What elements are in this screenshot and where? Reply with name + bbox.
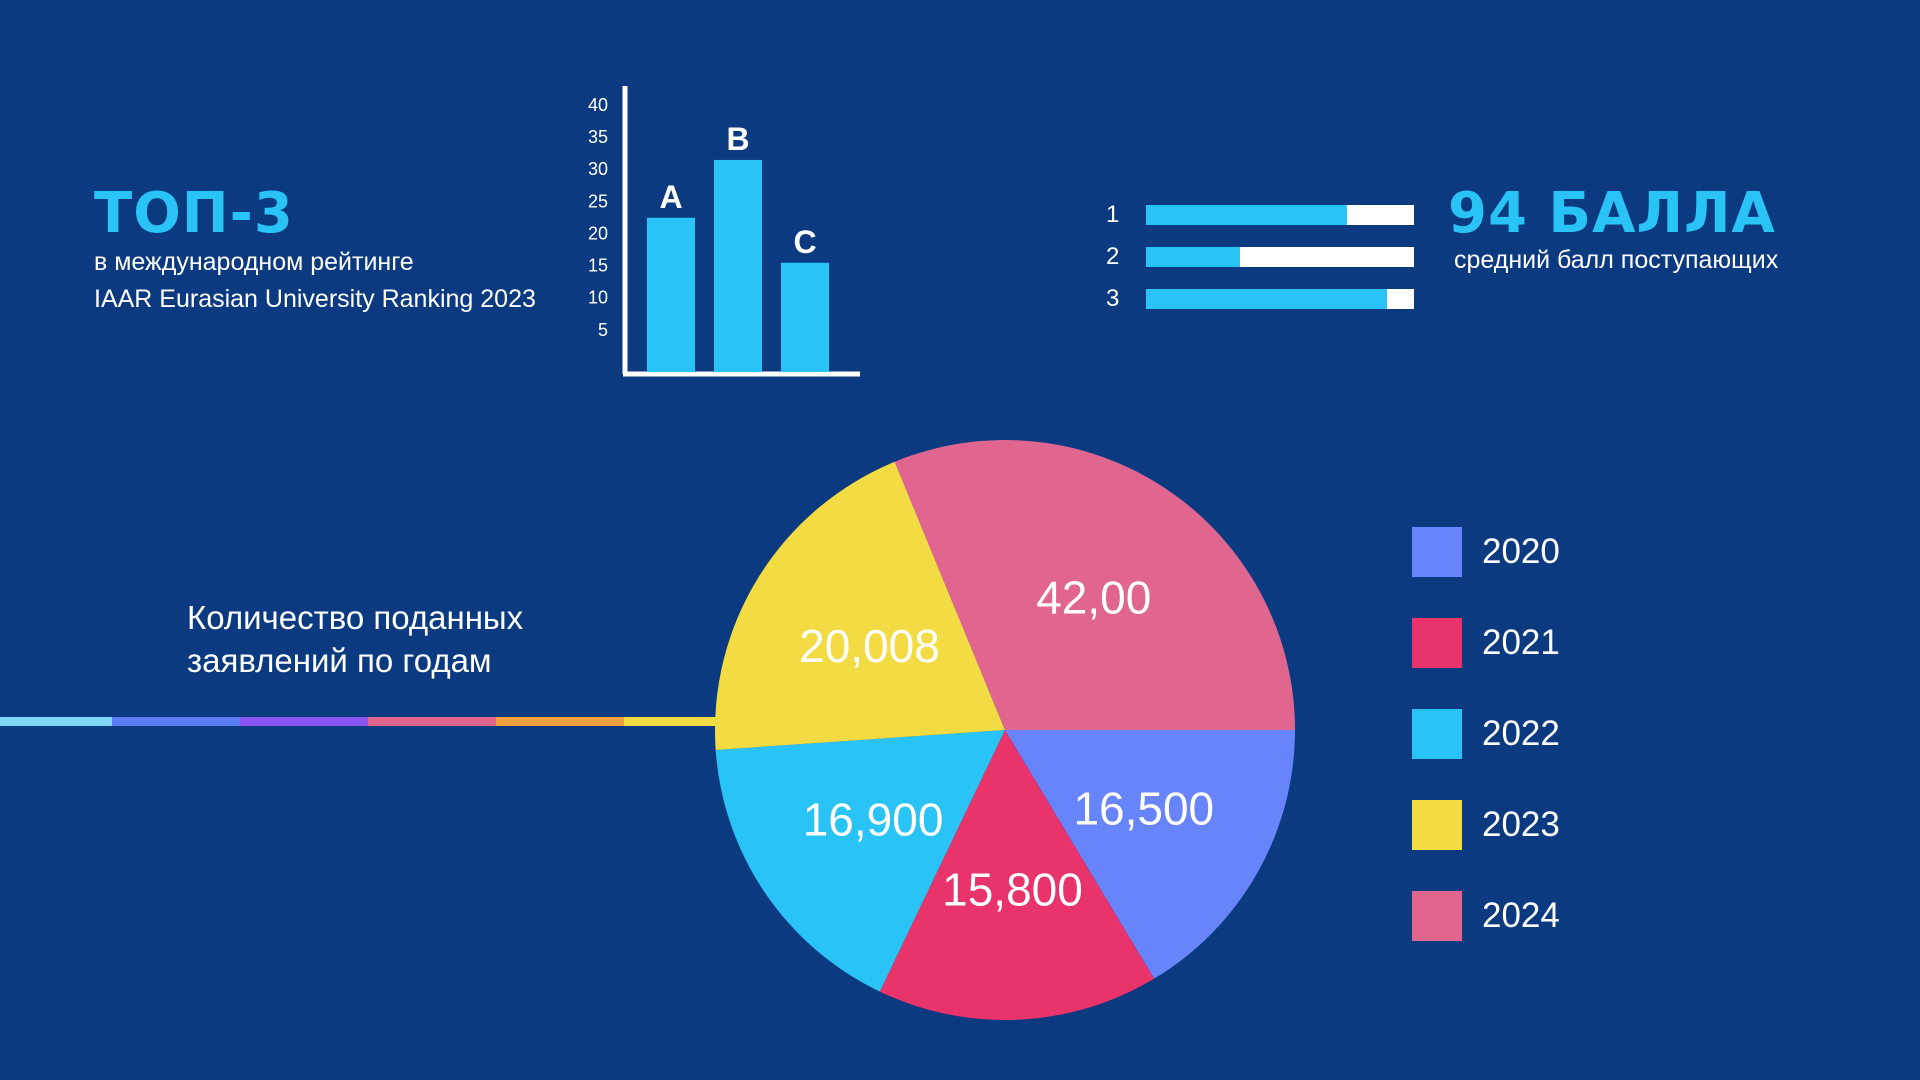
score-bar-fill (1146, 205, 1347, 225)
score-bar-fill (1146, 289, 1388, 309)
top3-subtitle-line1: в международном рейтинге (94, 248, 414, 276)
score-bar-track (1146, 289, 1414, 309)
y-tick-label: 5 (598, 320, 608, 340)
legend-swatch (1412, 891, 1462, 941)
applications-pie-chart: 16,500 15,800 16,900 20,008 42,00 (715, 440, 1295, 1020)
pie-slice-label: 16,500 (1073, 783, 1214, 835)
score-bar-fill (1146, 247, 1240, 267)
score-bar-label: 2 (1106, 243, 1120, 270)
legend-label: 2023 (1482, 805, 1560, 844)
pie-slice-label: 20,008 (799, 620, 940, 672)
y-tick-label: 40 (588, 95, 608, 115)
legend-item-2023: 2023 (1412, 800, 1560, 850)
pie-slice-2022 (715, 730, 1005, 992)
legend-swatch (1412, 618, 1462, 668)
pie-slice-label: 16,900 (803, 794, 944, 846)
stripe-segment (112, 717, 240, 726)
legend-swatch (1412, 709, 1462, 759)
legend-item-2021: 2021 (1412, 618, 1560, 668)
stripe-segment (624, 717, 720, 726)
bar-c (781, 262, 829, 372)
y-tick-label: 30 (588, 159, 608, 179)
stripe-segment (0, 717, 112, 726)
legend-swatch (1412, 800, 1462, 850)
pie-slice-label: 15,800 (942, 863, 1083, 915)
legend-label: 2020 (1482, 532, 1560, 571)
score-title: 94 БАЛЛА (1448, 181, 1776, 246)
legend-swatch (1412, 527, 1462, 577)
score-bar-track (1146, 205, 1414, 225)
legend-label: 2024 (1482, 896, 1560, 935)
bar-label: C (793, 224, 816, 260)
pie-slice-2021 (879, 730, 1155, 1020)
legend-item-2022: 2022 (1412, 709, 1560, 759)
score-bar-label: 3 (1106, 285, 1120, 312)
legend-label: 2022 (1482, 714, 1560, 753)
legend-item-2024: 2024 (1412, 891, 1560, 941)
pie-caption: Количество поданных заявлений по годам (187, 599, 524, 679)
bar-b (714, 159, 762, 372)
y-tick-label: 10 (588, 288, 608, 308)
legend-item-2020: 2020 (1412, 527, 1560, 577)
bar-label: A (659, 179, 682, 215)
score-bar-row: 3 (1106, 285, 1414, 312)
ranking-bar-chart: 5 10 15 20 25 30 35 40 A B C (588, 86, 860, 377)
y-tick-label: 15 (588, 256, 608, 276)
top3-title: ТОП-3 (94, 181, 294, 246)
stripe-segment (240, 717, 368, 726)
stripe-segment (368, 717, 496, 726)
bar-label: B (726, 121, 749, 157)
score-bar-row: 2 (1106, 243, 1414, 270)
pie-slice-2024 (894, 440, 1295, 730)
bar-a (647, 217, 695, 372)
y-tick-label: 25 (588, 191, 608, 211)
y-tick-label: 20 (588, 223, 608, 243)
top3-subtitle-line2: IAAR Eurasian University Ranking 2023 (94, 285, 536, 313)
pie-slice-2020 (1005, 730, 1295, 979)
pie-slice-label: 42,00 (1036, 571, 1151, 623)
score-subtitle: средний балл поступающих (1454, 246, 1779, 274)
y-tick-label: 35 (588, 127, 608, 147)
legend-label: 2021 (1482, 623, 1560, 662)
stripe-segment (496, 717, 624, 726)
pie-slice-2023 (715, 461, 1005, 750)
score-bar-label: 1 (1106, 201, 1120, 228)
score-bar-track (1146, 247, 1414, 267)
score-bar-row: 1 (1106, 201, 1414, 228)
